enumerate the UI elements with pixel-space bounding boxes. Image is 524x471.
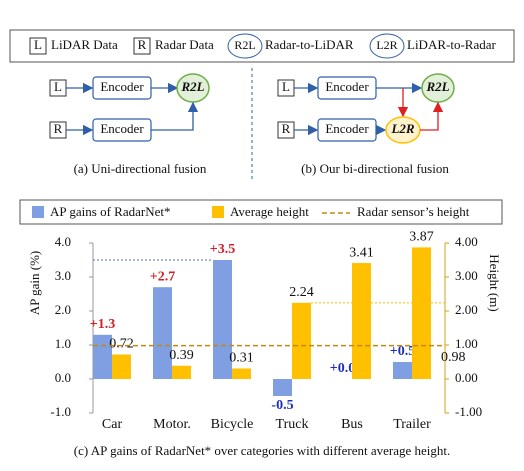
- encoder-label: Encoder: [325, 79, 369, 94]
- value-label: 0.72: [109, 337, 134, 352]
- arrow: [420, 101, 444, 131]
- value-label: +0.0: [330, 361, 355, 376]
- bar: [412, 247, 431, 379]
- y-tick-label: -1.0: [50, 404, 71, 419]
- x-tick-label: Bicycle: [211, 417, 254, 432]
- y2-tick-label: 3.00: [455, 268, 478, 283]
- bar: [352, 263, 371, 379]
- legend-label: Radar-to-LiDAR: [265, 37, 354, 52]
- value-label: 3.41: [349, 245, 374, 260]
- x-tick-label: Car: [102, 417, 123, 432]
- value-label: 0.39: [169, 348, 194, 363]
- fusion-label: L2R: [390, 121, 414, 136]
- bar: [393, 362, 412, 379]
- legend-symbol-text: R2L: [234, 38, 255, 52]
- diagram-a: L Encoder R2L R Encoder (a) Uni-directio…: [49, 73, 210, 176]
- value-label: +1.3: [90, 317, 115, 332]
- y2-tick-label: 0.00: [455, 370, 478, 385]
- y2-tick-label: 2.00: [455, 302, 478, 317]
- bar: [172, 365, 191, 379]
- input-label: L: [54, 79, 62, 94]
- y-tick-label: 0.0: [55, 370, 71, 385]
- value-label: 0.31: [229, 351, 254, 366]
- legend-symbol: [369, 33, 405, 59]
- input-label: R: [54, 121, 63, 136]
- input-label: R: [282, 121, 291, 136]
- y-axis-label: AP gain (%): [27, 251, 42, 316]
- legend-symbol: [133, 37, 151, 55]
- bar: [112, 354, 131, 379]
- legend-symbol: [29, 37, 47, 55]
- bar: [273, 379, 292, 396]
- y2-axis-label: Height (m): [487, 254, 502, 311]
- y-tick-label: 1.0: [55, 336, 71, 351]
- y2-tick-label: 4.00: [455, 234, 478, 249]
- legend-label: Average height: [230, 204, 309, 219]
- x-tick-label: Bus: [341, 417, 363, 432]
- fusion-label: R2L: [180, 79, 204, 94]
- legend-symbol: [227, 33, 263, 59]
- chart-legend-frame: [19, 199, 503, 225]
- encoder-label: Encoder: [100, 121, 144, 136]
- bar: [292, 302, 311, 379]
- legend-symbol-text: L: [34, 37, 42, 52]
- reference-label: 0.98: [441, 350, 466, 365]
- bar: [213, 260, 232, 379]
- bar: [153, 287, 172, 379]
- value-label: 2.24: [289, 285, 314, 300]
- input-label: L: [282, 79, 290, 94]
- legend-symbol-text: L2R: [376, 38, 397, 52]
- legend-label: AP gains of RadarNet*: [50, 204, 170, 219]
- value-label: +0.5: [390, 344, 415, 359]
- legend-label: Radar sensor’s height: [357, 204, 470, 219]
- encoder-label: Encoder: [325, 121, 369, 136]
- diagram-b: L Encoder R2L R Encoder L2R (b) Our bi-d…: [277, 73, 455, 176]
- value-label: 3.87: [409, 230, 434, 245]
- y2-tick-label: -1.00: [455, 404, 482, 419]
- x-tick-label: Truck: [276, 417, 309, 432]
- legend-swatch: [32, 206, 44, 218]
- legend-symbol-text: R: [138, 37, 147, 52]
- y2-tick-label: 1.00: [455, 336, 478, 351]
- value-label: +3.5: [210, 242, 235, 257]
- value-label: -0.5: [271, 398, 293, 413]
- caption: (a) Uni-directional fusion: [74, 161, 207, 176]
- legend-label: LiDAR-to-Radar: [407, 37, 496, 52]
- arrow: [151, 101, 199, 131]
- y-tick-label: 2.0: [55, 302, 71, 317]
- legend-swatch: [212, 206, 224, 218]
- legend-frame: [9, 29, 515, 63]
- x-tick-label: Trailer: [393, 417, 431, 432]
- bar: [232, 368, 251, 379]
- chart: AP gains of RadarNet* Average height Radar…: [27, 204, 502, 458]
- y-tick-label: 4.0: [55, 234, 71, 249]
- encoder-label: Encoder: [100, 79, 144, 94]
- fusion-label: R2L: [425, 79, 449, 94]
- legend-label: LiDAR Data: [51, 37, 118, 52]
- legend-label: Radar Data: [155, 37, 214, 52]
- y-tick-label: 3.0: [55, 268, 71, 283]
- caption: (b) Our bi-directional fusion: [301, 161, 449, 176]
- caption: (c) AP gains of RadarNet* over categorie…: [74, 443, 451, 458]
- x-tick-label: Motor.: [153, 417, 191, 432]
- value-label: +2.7: [150, 269, 175, 284]
